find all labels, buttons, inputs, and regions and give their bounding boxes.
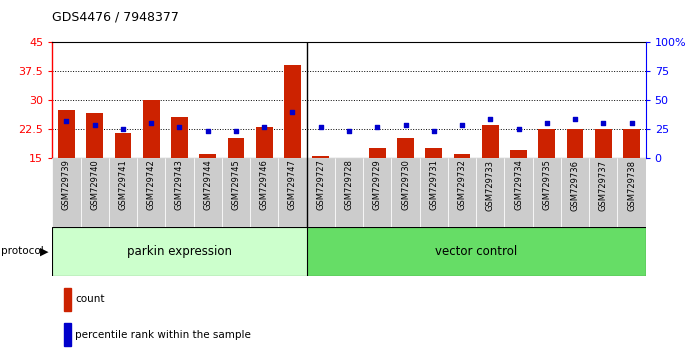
- Bar: [454, 154, 470, 158]
- Bar: [171, 117, 188, 158]
- Point: [570, 116, 581, 122]
- Point: [400, 122, 411, 128]
- Bar: [222, 158, 250, 227]
- Bar: [137, 158, 165, 227]
- Bar: [284, 65, 301, 158]
- Bar: [255, 127, 273, 158]
- Text: GSM729733: GSM729733: [486, 160, 495, 211]
- Point: [230, 128, 242, 133]
- Bar: [397, 138, 414, 158]
- Text: protocol: protocol: [1, 246, 44, 256]
- Bar: [228, 138, 244, 158]
- Text: GSM729746: GSM729746: [260, 160, 269, 211]
- Point: [89, 122, 101, 128]
- Bar: [52, 227, 306, 276]
- Bar: [306, 158, 335, 227]
- Bar: [392, 158, 419, 227]
- Bar: [623, 129, 640, 158]
- Bar: [165, 158, 193, 227]
- Text: GSM729729: GSM729729: [373, 160, 382, 210]
- Point: [146, 120, 157, 126]
- Point: [597, 120, 609, 126]
- Text: GSM729747: GSM729747: [288, 160, 297, 211]
- Bar: [193, 158, 222, 227]
- Bar: [369, 148, 386, 158]
- Bar: [561, 158, 589, 227]
- Bar: [448, 158, 476, 227]
- Bar: [250, 158, 279, 227]
- Text: GSM729744: GSM729744: [203, 160, 212, 210]
- Text: ▶: ▶: [40, 246, 48, 256]
- Bar: [595, 129, 611, 158]
- Bar: [109, 158, 137, 227]
- Bar: [618, 158, 646, 227]
- Text: GSM729745: GSM729745: [232, 160, 241, 210]
- Point: [541, 120, 552, 126]
- Text: GSM729728: GSM729728: [345, 160, 353, 211]
- Bar: [538, 129, 555, 158]
- Bar: [143, 100, 160, 158]
- Point: [174, 124, 185, 130]
- Point: [456, 122, 468, 128]
- Text: GSM729731: GSM729731: [429, 160, 438, 211]
- Bar: [199, 154, 216, 158]
- Bar: [87, 113, 103, 158]
- Bar: [425, 148, 443, 158]
- Point: [513, 126, 524, 132]
- Bar: [64, 288, 71, 311]
- Point: [626, 120, 637, 126]
- Text: GSM729734: GSM729734: [514, 160, 523, 211]
- Point: [202, 128, 214, 133]
- Bar: [505, 158, 533, 227]
- Point: [315, 124, 327, 130]
- Bar: [52, 158, 80, 227]
- Bar: [312, 156, 329, 158]
- Text: GSM729735: GSM729735: [542, 160, 551, 211]
- Bar: [419, 158, 448, 227]
- Text: GSM729742: GSM729742: [147, 160, 156, 210]
- Bar: [363, 158, 392, 227]
- Text: GSM729740: GSM729740: [90, 160, 99, 210]
- Bar: [510, 150, 527, 158]
- Text: GSM729736: GSM729736: [570, 160, 579, 211]
- Text: GSM729737: GSM729737: [599, 160, 608, 211]
- Bar: [335, 158, 363, 227]
- Point: [371, 124, 383, 130]
- Bar: [64, 323, 71, 346]
- Text: parkin expression: parkin expression: [127, 245, 232, 258]
- Text: GSM729732: GSM729732: [457, 160, 466, 211]
- Text: GSM729738: GSM729738: [627, 160, 636, 211]
- Point: [343, 128, 355, 133]
- Bar: [114, 133, 131, 158]
- Text: GSM729743: GSM729743: [175, 160, 184, 211]
- Bar: [306, 227, 646, 276]
- Point: [484, 116, 496, 122]
- Bar: [567, 129, 584, 158]
- Bar: [80, 158, 109, 227]
- Text: percentile rank within the sample: percentile rank within the sample: [75, 330, 251, 339]
- Bar: [279, 158, 306, 227]
- Point: [287, 109, 298, 114]
- Bar: [533, 158, 561, 227]
- Bar: [476, 158, 505, 227]
- Point: [117, 126, 128, 132]
- Text: GDS4476 / 7948377: GDS4476 / 7948377: [52, 11, 179, 24]
- Text: count: count: [75, 295, 105, 304]
- Text: GSM729730: GSM729730: [401, 160, 410, 211]
- Text: vector control: vector control: [435, 245, 517, 258]
- Point: [259, 124, 270, 130]
- Text: GSM729741: GSM729741: [119, 160, 128, 210]
- Bar: [589, 158, 618, 227]
- Point: [61, 118, 72, 124]
- Bar: [58, 110, 75, 158]
- Text: GSM729739: GSM729739: [62, 160, 71, 211]
- Text: GSM729727: GSM729727: [316, 160, 325, 211]
- Bar: [482, 125, 499, 158]
- Point: [428, 128, 439, 133]
